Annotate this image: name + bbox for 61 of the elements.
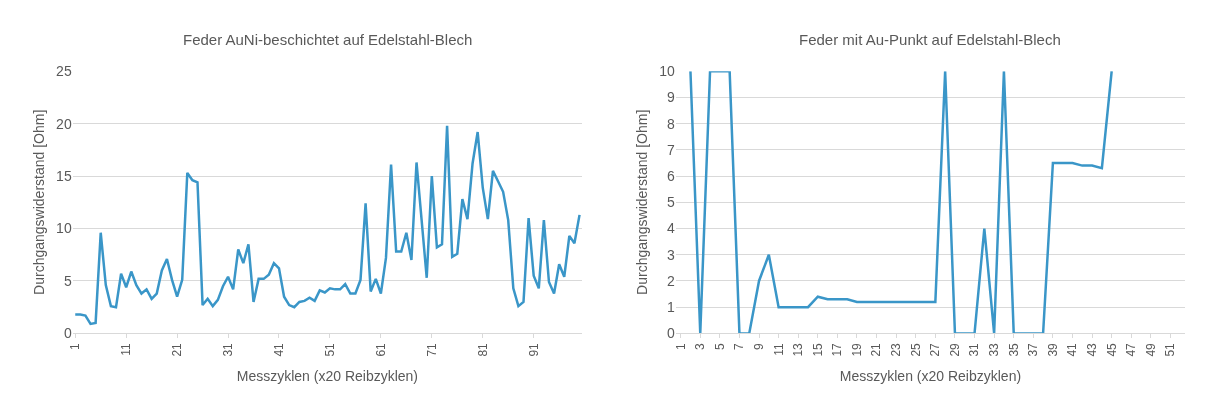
x-tick-label: 81	[475, 342, 490, 357]
y-tick-label: 5	[63, 272, 72, 289]
x-tick-label: 39	[1045, 342, 1060, 357]
x-tick-label: 27	[928, 342, 943, 357]
line-series	[689, 71, 1113, 334]
x-tick-label: 43	[1084, 342, 1099, 357]
x-tick-label: 1	[68, 342, 83, 350]
x-tick-label: 3	[693, 342, 708, 350]
x-tick-label: 41	[271, 342, 286, 357]
x-tick-label: 45	[1104, 342, 1119, 357]
y-tick-label: 25	[56, 63, 72, 80]
x-tick-label: 21	[869, 342, 884, 357]
y-tick-label: 2	[666, 272, 675, 289]
x-axis-title: Messzyklen (x20 Reibzyklen)	[236, 367, 419, 384]
y-tick-label: 10	[659, 63, 675, 80]
chart-title: Feder AuNi-beschichtet auf Edelstahl-Blech	[183, 31, 473, 48]
x-tick-label: 23	[889, 342, 904, 357]
x-tick-label: 61	[373, 342, 388, 357]
x-tick-label: 5	[712, 342, 727, 350]
y-tick-label: 1	[666, 299, 675, 316]
x-tick-label: 41	[1065, 342, 1080, 357]
x-tick-label: 91	[526, 342, 541, 357]
x-tick-label: 35	[1006, 342, 1021, 357]
y-tick-label: 0	[666, 325, 675, 342]
y-tick-label: 20	[56, 115, 72, 132]
x-tick-label: 21	[170, 342, 185, 357]
y-tick-label: 5	[666, 194, 675, 211]
x-tick-label: 31	[220, 342, 235, 357]
x-tick-label: 9	[751, 342, 766, 350]
x-tick-label: 31	[967, 342, 982, 357]
y-tick-label: 10	[56, 220, 72, 237]
y-tick-label: 8	[666, 115, 675, 132]
y-tick-label: 3	[666, 246, 675, 263]
x-tick-label: 13	[791, 342, 806, 357]
y-tick-label: 0	[63, 325, 72, 342]
x-tick-label: 1	[673, 342, 688, 350]
x-tick-label: 51	[322, 342, 337, 357]
line-series	[73, 124, 581, 326]
chart-title: Feder mit Au-Punkt auf Edelstahl-Blech	[799, 31, 1061, 48]
y-axis-title: Durchgangswiderstand [Ohm]	[30, 109, 47, 295]
x-tick-label: 49	[1143, 342, 1158, 357]
x-tick-label: 11	[771, 342, 786, 356]
x-tick-label: 33	[987, 342, 1002, 357]
x-tick-label: 29	[947, 342, 962, 357]
x-tick-label: 71	[424, 342, 439, 357]
y-axis-title: Durchgangswiderstand [Ohm]	[633, 109, 650, 295]
x-tick-label: 25	[908, 342, 923, 357]
x-axis-title: Messzyklen (x20 Reibzyklen)	[839, 367, 1022, 384]
x-tick-label: 19	[849, 342, 864, 357]
x-tick-label: 15	[810, 342, 825, 357]
y-tick-label: 4	[666, 220, 675, 237]
x-tick-label: 11	[119, 342, 134, 356]
x-tick-label: 17	[830, 342, 845, 357]
y-tick-label: 9	[666, 89, 675, 106]
x-tick-label: 51	[1163, 342, 1178, 357]
x-tick-label: 7	[732, 342, 747, 350]
y-tick-label: 15	[56, 167, 72, 184]
y-tick-label: 7	[666, 141, 675, 158]
y-tick-label: 6	[666, 167, 675, 184]
x-tick-label: 37	[1026, 342, 1041, 357]
x-tick-label: 47	[1124, 342, 1139, 357]
